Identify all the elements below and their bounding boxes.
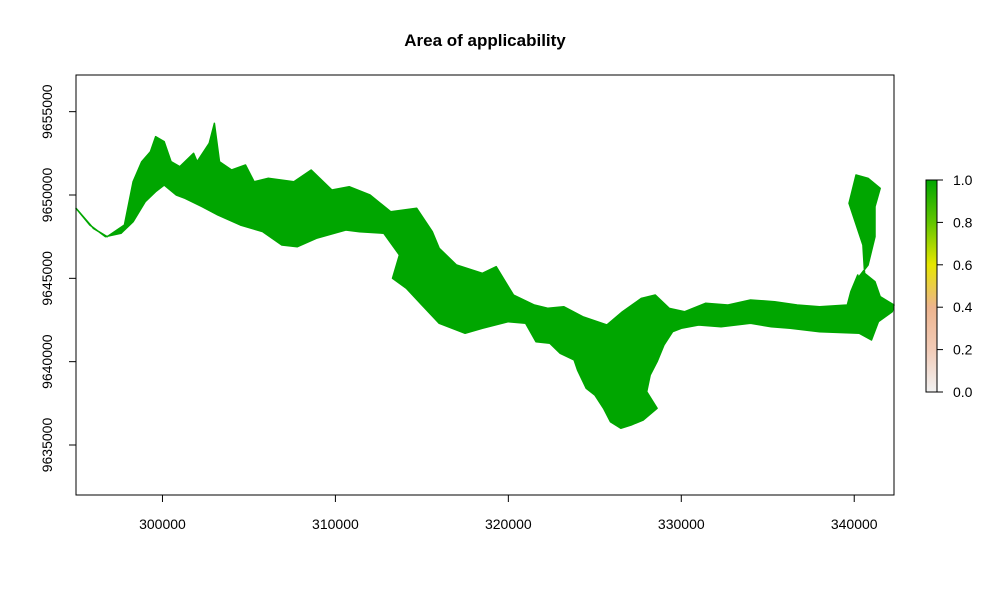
region-polygon: [75, 122, 895, 430]
legend-tick-label: 0.2: [953, 342, 973, 358]
legend-tick-label: 0.0: [953, 384, 973, 400]
x-tick-label: 320000: [485, 516, 532, 532]
y-tick-label: 9650000: [39, 168, 55, 223]
legend-tick-label: 0.6: [953, 257, 973, 273]
legend-color-bar: [925, 179, 938, 393]
legend-tick-label: 0.4: [953, 299, 973, 315]
color-legend: 0.0 0.2 0.4 0.6 0.8 1.0: [925, 172, 973, 400]
y-tick-label: 9645000: [39, 251, 55, 306]
x-tick-label: 330000: [658, 516, 705, 532]
y-axis: 9635000 9640000 9645000 9650000 9655000: [39, 84, 77, 473]
x-tick-label: 310000: [312, 516, 359, 532]
applicability-region: [75, 122, 895, 430]
x-tick-label: 300000: [139, 516, 186, 532]
x-axis: 300000 310000 320000 330000 340000: [139, 494, 878, 532]
y-tick-label: 9640000: [39, 334, 55, 389]
legend-tick-label: 0.8: [953, 214, 973, 230]
legend-tick-label: 1.0: [953, 172, 973, 188]
chart-title: Area of applicability: [404, 31, 566, 50]
y-tick-label: 9635000: [39, 418, 55, 473]
y-tick-label: 9655000: [39, 84, 55, 139]
x-tick-label: 340000: [831, 516, 878, 532]
